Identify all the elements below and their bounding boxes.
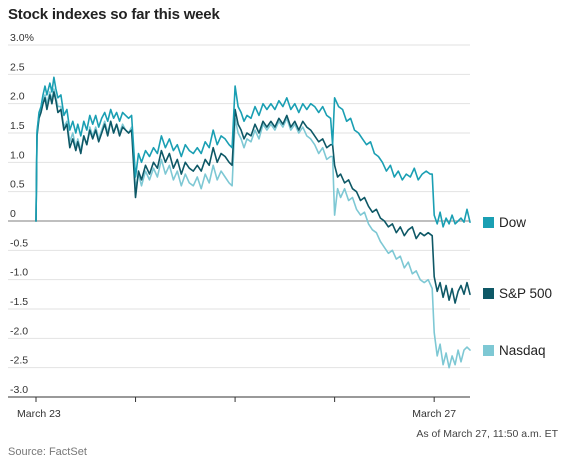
y-tick-label: -1.5 [10, 296, 28, 308]
y-tick-label: -1.0 [10, 267, 28, 279]
legend: Dow S&P 500 Nasdaq [483, 215, 552, 358]
legend-label: Nasdaq [499, 343, 546, 358]
y-tick-label: 2.5 [10, 61, 25, 73]
chart-title: Stock indexes so far this week [8, 6, 220, 23]
y-tick-label: -3.0 [10, 384, 28, 396]
gridlines [8, 44, 470, 398]
source-note: Source: FactSet [8, 446, 87, 458]
legend-swatch [483, 217, 494, 228]
legend-label: Dow [499, 215, 526, 230]
y-axis-tick-labels: 3.0% 2.5 2.0 1.5 1.0 0.5 0 -0.5 -1.0 -1.5 -2.0 -2.5… [10, 32, 34, 396]
y-tick-label: 1.0 [10, 149, 25, 161]
y-tick-label: -2.5 [10, 355, 28, 367]
x-axis: March 23 March 27 [8, 396, 470, 420]
y-tick-label: 3.0% [10, 32, 34, 44]
y-tick-label: 1.5 [10, 120, 25, 132]
series-line-s-p-500 [35, 91, 471, 304]
y-tick-label: 2.0 [10, 91, 25, 103]
series-lines [35, 76, 471, 369]
legend-label: S&P 500 [499, 286, 552, 301]
series-line-dow [35, 76, 471, 228]
y-tick-label: 0 [10, 208, 16, 220]
x-tick-label: March 23 [17, 408, 61, 420]
y-tick-label: 0.5 [10, 179, 25, 191]
legend-swatch [483, 288, 494, 299]
x-tick-label: March 27 [412, 408, 456, 420]
y-tick-label: -2.0 [10, 325, 28, 337]
legend-swatch [483, 345, 494, 356]
timestamp-note: As of March 27, 11:50 a.m. ET [416, 428, 558, 440]
y-tick-label: -0.5 [10, 237, 28, 249]
